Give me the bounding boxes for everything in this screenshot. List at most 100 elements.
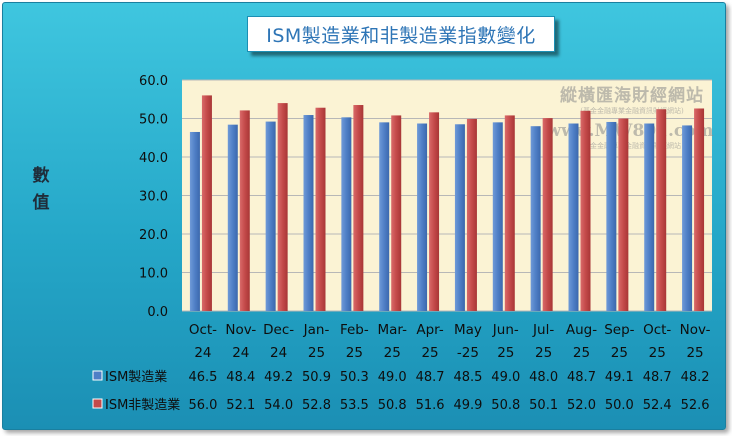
data-value-label: 52.4 (643, 398, 672, 413)
data-value-label: 50.8 (378, 398, 407, 413)
x-category-label: 24 (194, 345, 211, 361)
bar-manufacturing (303, 115, 314, 311)
watermark-subtitle: (基金金融專業金融資訊財經網站) (580, 106, 684, 115)
bar-non-manufacturing (201, 95, 212, 312)
data-value-label: 48.7 (416, 370, 445, 385)
data-value-label: 52.1 (226, 398, 255, 413)
data-value-label: 48.2 (681, 370, 710, 385)
bar-manufacturing (227, 124, 238, 311)
x-category-label: 25 (308, 345, 325, 361)
bar-non-manufacturing (353, 105, 364, 312)
x-category-label: 25 (535, 345, 552, 361)
bar-non-manufacturing (391, 115, 402, 311)
bar-non-manufacturing (429, 112, 440, 311)
data-value-label: 53.5 (340, 398, 369, 413)
bar-non-manufacturing (315, 107, 326, 311)
x-category-label: Oct- (643, 322, 671, 338)
bar-manufacturing (568, 123, 579, 311)
data-value-label: 48.4 (226, 370, 255, 385)
chart-title: ISM製造業和非製造業指數變化 (266, 24, 536, 47)
y-tick-label: 10.0 (139, 267, 168, 282)
bar-manufacturing (417, 123, 428, 311)
data-value-label: 50.8 (491, 398, 520, 413)
data-value-label: 48.5 (453, 370, 482, 385)
bars (189, 95, 705, 312)
x-category-label: 25 (497, 345, 514, 361)
legend-swatch-non-manufacturing (92, 398, 103, 409)
bar-manufacturing (606, 121, 617, 311)
legend-swatch-manufacturing (92, 370, 103, 381)
y-axis-label-char: 數 (32, 166, 50, 186)
x-category-label: May (454, 322, 482, 338)
watermark-name: 縱橫匯海財經網站 (560, 85, 704, 106)
x-category-label: 25 (421, 345, 438, 361)
bar-manufacturing (189, 131, 200, 311)
data-value-label: 50.1 (529, 398, 558, 413)
data-value-label: 52.6 (681, 398, 710, 413)
data-value-label: 52.8 (302, 398, 331, 413)
data-value-label: 49.0 (378, 370, 407, 385)
x-category-label: 25 (573, 345, 590, 361)
x-category-label: Nov- (225, 322, 256, 338)
data-value-label: 48.7 (643, 370, 672, 385)
bar-non-manufacturing (277, 103, 288, 311)
chart-title-box: ISM製造業和非製造業指數變化 (247, 16, 555, 52)
x-category-label: 25 (686, 345, 703, 361)
bar-manufacturing (454, 124, 465, 312)
x-category-label: Jun- (492, 322, 519, 338)
bar-manufacturing (682, 125, 693, 312)
x-category-label: 25 (611, 345, 628, 361)
data-value-label: 56.0 (188, 398, 217, 413)
x-category-label: -25 (457, 345, 479, 361)
y-axis-label: 數值 (30, 163, 52, 217)
bar-non-manufacturing (656, 109, 667, 311)
x-category-label: Nov- (680, 322, 711, 338)
data-value-label: 49.0 (491, 370, 520, 385)
data-value-label: 54.0 (264, 398, 293, 413)
data-value-label: 51.6 (416, 398, 445, 413)
bar-non-manufacturing (542, 118, 553, 312)
bar-manufacturing (265, 121, 276, 311)
x-category-label: Apr- (416, 322, 443, 338)
x-category-label: 25 (384, 345, 401, 361)
x-category-label: Jul- (532, 322, 554, 338)
x-category-label: 24 (270, 345, 287, 361)
x-category-label: Mar- (377, 322, 407, 338)
y-tick-label: 60.0 (139, 74, 168, 89)
data-value-label: 48.0 (529, 370, 558, 385)
bar-non-manufacturing (504, 115, 515, 311)
y-tick-label: 20.0 (139, 228, 168, 243)
y-ticks: 0.0 10.0 20.0 30.0 40.0 50.0 60.0 (139, 74, 168, 320)
bar-non-manufacturing (580, 110, 591, 311)
bar-manufacturing (341, 117, 352, 311)
x-categories: Oct- 24 Nov- 24 Dec- 24 Jan- 25 Feb- 25 Mar- 25 Apr-… (189, 322, 711, 361)
data-value-label: 49.2 (264, 370, 293, 385)
y-tick-label: 50.0 (139, 113, 168, 128)
x-category-label: 24 (232, 345, 249, 361)
x-category-label: 25 (649, 345, 666, 361)
data-value-label: 50.3 (340, 370, 369, 385)
bar-manufacturing (530, 126, 541, 311)
data-value-label: 49.1 (605, 370, 634, 385)
y-tick-label: 30.0 (139, 190, 168, 205)
x-category-label: Jan- (303, 322, 330, 338)
legend-label-manufacturing: ISM製造業 (105, 369, 167, 385)
legend-label-non-manufacturing: ISM非製造業 (105, 397, 180, 413)
x-category-label: Dec- (263, 322, 294, 338)
y-axis-label-char: 值 (32, 193, 50, 213)
data-value-label: 46.5 (188, 370, 217, 385)
bar-non-manufacturing (618, 118, 629, 311)
bar-manufacturing (492, 122, 503, 311)
data-value-label: 48.7 (567, 370, 596, 385)
x-category-label: 25 (346, 345, 363, 361)
y-tick-label: 40.0 (139, 151, 168, 166)
bar-non-manufacturing (466, 118, 477, 311)
x-category-label: Sep- (604, 322, 634, 338)
bar-non-manufacturing (239, 110, 250, 311)
data-value-label: 50.9 (302, 370, 331, 385)
bar-non-manufacturing (694, 108, 705, 312)
watermark-note: 基金金融專業金融資訊財經網站 (583, 141, 681, 150)
data-value-label: 50.0 (605, 398, 634, 413)
x-category-label: Aug- (566, 322, 597, 338)
data-value-label: 49.9 (453, 398, 482, 413)
